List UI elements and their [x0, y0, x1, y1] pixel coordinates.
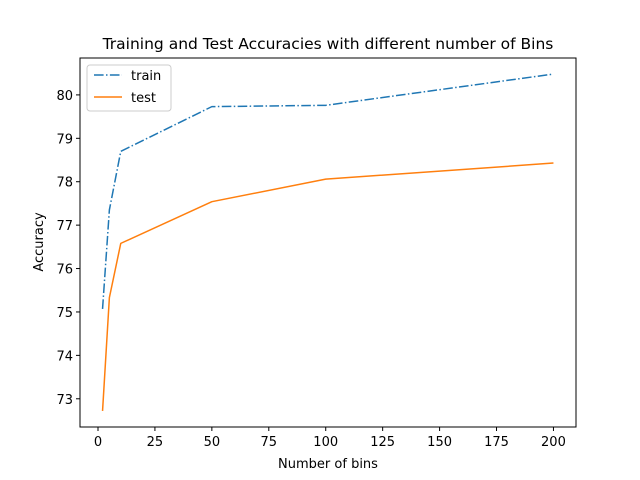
series-line-train [101, 73, 554, 309]
x-tick-label: 175 [484, 435, 509, 450]
x-tick-label: 200 [541, 435, 566, 450]
x-tick-label: 0 [94, 435, 102, 450]
legend-box [86, 64, 172, 112]
x-tick-label: 125 [370, 435, 395, 450]
chart-title: Training and Test Accuracies with differ… [102, 35, 554, 53]
x-axis: 0 25 50 75 100 125 150 175 200 [94, 427, 566, 450]
legend-label-train: train [131, 69, 161, 84]
y-axis-title: Accuracy [32, 212, 47, 272]
y-tick-label: 79 [56, 132, 73, 147]
legend-label-test: test [131, 91, 156, 106]
x-tick-label: 50 [204, 435, 221, 450]
y-tick-label: 73 [56, 393, 73, 408]
x-tick-label: 150 [427, 435, 452, 450]
y-tick-label: 76 [56, 263, 73, 278]
x-tick-label: 75 [261, 435, 278, 450]
y-tick-label: 78 [56, 176, 73, 191]
y-tick-label: 75 [56, 306, 73, 321]
y-tick-label: 80 [56, 89, 73, 104]
y-axis: 73 74 75 76 77 78 79 80 [56, 89, 80, 408]
x-tick-label: 25 [147, 435, 164, 450]
x-axis-title: Number of bins [278, 457, 378, 472]
legend: train test [86, 64, 172, 112]
plot-frame [79, 57, 577, 428]
series-line-test [101, 162, 554, 411]
y-tick-label: 77 [56, 219, 73, 234]
y-tick-label: 74 [56, 349, 73, 364]
plot-lines [101, 73, 554, 411]
x-tick-label: 100 [313, 435, 338, 450]
